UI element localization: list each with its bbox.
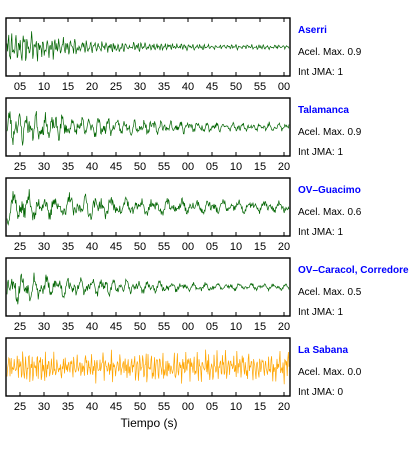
jma-intensity-label: Int JMA: 1	[298, 307, 343, 318]
jma-intensity-label: Int JMA: 0	[298, 387, 343, 398]
station-panel: 25 30 35 40 45 50 55 00 05 10 15 20 OV–Guacimo Acel. …	[5, 177, 362, 253]
x-tick-label: 45	[206, 81, 218, 93]
x-tick-label: 20	[278, 161, 290, 173]
waveform-trace	[6, 349, 290, 385]
x-tick-label: 50	[230, 81, 242, 93]
x-tick-label: 20	[278, 321, 290, 333]
x-tick-label: 30	[38, 161, 50, 173]
x-tick-label: 20	[278, 241, 290, 253]
panel-frame	[5, 17, 291, 77]
x-tick-label: 05	[206, 401, 218, 413]
x-tick-label: 40	[86, 321, 98, 333]
x-tick-label: 35	[62, 401, 74, 413]
waveform-trace	[6, 272, 290, 305]
x-tick-label: 45	[110, 321, 122, 333]
station-name: OV–Guacimo	[298, 185, 361, 196]
x-tick-label: 00	[182, 241, 194, 253]
x-tick-label: 45	[110, 241, 122, 253]
x-tick-label: 15	[254, 321, 266, 333]
x-tick-label: 20	[86, 81, 98, 93]
x-tick-label: 00	[182, 321, 194, 333]
x-tick-label: 40	[182, 81, 194, 93]
station-panel: 05 10 15 20 25 30 35 40 45 50 55 00 Aserri Acel. Max.…	[5, 17, 362, 93]
x-tick-label: 00	[182, 161, 194, 173]
pga-label: Acel. Max. 0.9	[298, 127, 362, 138]
station-name: La Sabana	[298, 345, 348, 356]
station-name: OV–Caracol, Corredore	[298, 265, 409, 276]
station-panel: 25 30 35 40 45 50 55 00 05 10 15 20 OV–Caracol, Corr…	[5, 257, 409, 333]
x-tick-label: 25	[14, 401, 26, 413]
x-tick-label: 10	[230, 161, 242, 173]
x-tick-label: 05	[14, 81, 26, 93]
station-panel: 25 30 35 40 45 50 55 00 05 10 15 20 La Sabana Acel. M…	[5, 337, 362, 413]
x-tick-label: 35	[158, 81, 170, 93]
x-tick-label: 50	[134, 321, 146, 333]
x-tick-label: 10	[230, 321, 242, 333]
x-tick-label: 00	[182, 401, 194, 413]
station-name: Talamanca	[298, 105, 349, 116]
jma-intensity-label: Int JMA: 1	[298, 147, 343, 158]
x-tick-label: 55	[254, 81, 266, 93]
x-tick-label: 20	[278, 401, 290, 413]
x-tick-label: 35	[62, 321, 74, 333]
x-tick-label: 50	[134, 401, 146, 413]
x-tick-label: 15	[254, 161, 266, 173]
panel-frame	[5, 97, 291, 157]
x-tick-label: 45	[110, 161, 122, 173]
x-tick-label: 15	[62, 81, 74, 93]
x-tick-label: 55	[158, 401, 170, 413]
pga-label: Acel. Max. 0.0	[298, 367, 362, 378]
x-tick-label: 15	[254, 401, 266, 413]
x-axis-label: Tiempo (s)	[121, 416, 178, 430]
x-tick-label: 30	[134, 81, 146, 93]
x-tick-label: 30	[38, 321, 50, 333]
x-tick-label: 40	[86, 401, 98, 413]
panel-frame	[5, 257, 291, 317]
x-tick-label: 35	[62, 161, 74, 173]
pga-label: Acel. Max. 0.5	[298, 287, 362, 298]
panel-frame	[5, 337, 291, 397]
x-tick-label: 10	[38, 81, 50, 93]
pga-label: Acel. Max. 0.9	[298, 47, 362, 58]
jma-intensity-label: Int JMA: 1	[298, 227, 343, 238]
waveform-trace	[6, 31, 290, 62]
x-tick-label: 10	[230, 241, 242, 253]
x-tick-label: 05	[206, 161, 218, 173]
x-tick-label: 25	[14, 241, 26, 253]
waveform-trace	[6, 111, 290, 146]
x-tick-label: 25	[14, 161, 26, 173]
x-tick-label: 05	[206, 321, 218, 333]
x-tick-label: 40	[86, 161, 98, 173]
x-tick-label: 30	[38, 241, 50, 253]
x-tick-label: 25	[110, 81, 122, 93]
x-tick-label: 50	[134, 241, 146, 253]
x-tick-label: 35	[62, 241, 74, 253]
x-tick-label: 10	[230, 401, 242, 413]
x-tick-label: 50	[134, 161, 146, 173]
waveform-trace	[6, 189, 290, 226]
x-tick-label: 25	[14, 321, 26, 333]
station-panel: 25 30 35 40 45 50 55 00 05 10 15 20 Talamanca Acel. M…	[5, 97, 362, 173]
x-tick-label: 55	[158, 161, 170, 173]
station-name: Aserri	[298, 25, 327, 36]
x-tick-label: 00	[278, 81, 290, 93]
pga-label: Acel. Max. 0.6	[298, 207, 362, 218]
x-tick-label: 55	[158, 241, 170, 253]
panel-frame	[5, 177, 291, 237]
x-tick-label: 05	[206, 241, 218, 253]
x-tick-label: 15	[254, 241, 266, 253]
jma-intensity-label: Int JMA: 1	[298, 67, 343, 78]
x-tick-label: 30	[38, 401, 50, 413]
x-tick-label: 45	[110, 401, 122, 413]
x-tick-label: 40	[86, 241, 98, 253]
x-tick-label: 55	[158, 321, 170, 333]
